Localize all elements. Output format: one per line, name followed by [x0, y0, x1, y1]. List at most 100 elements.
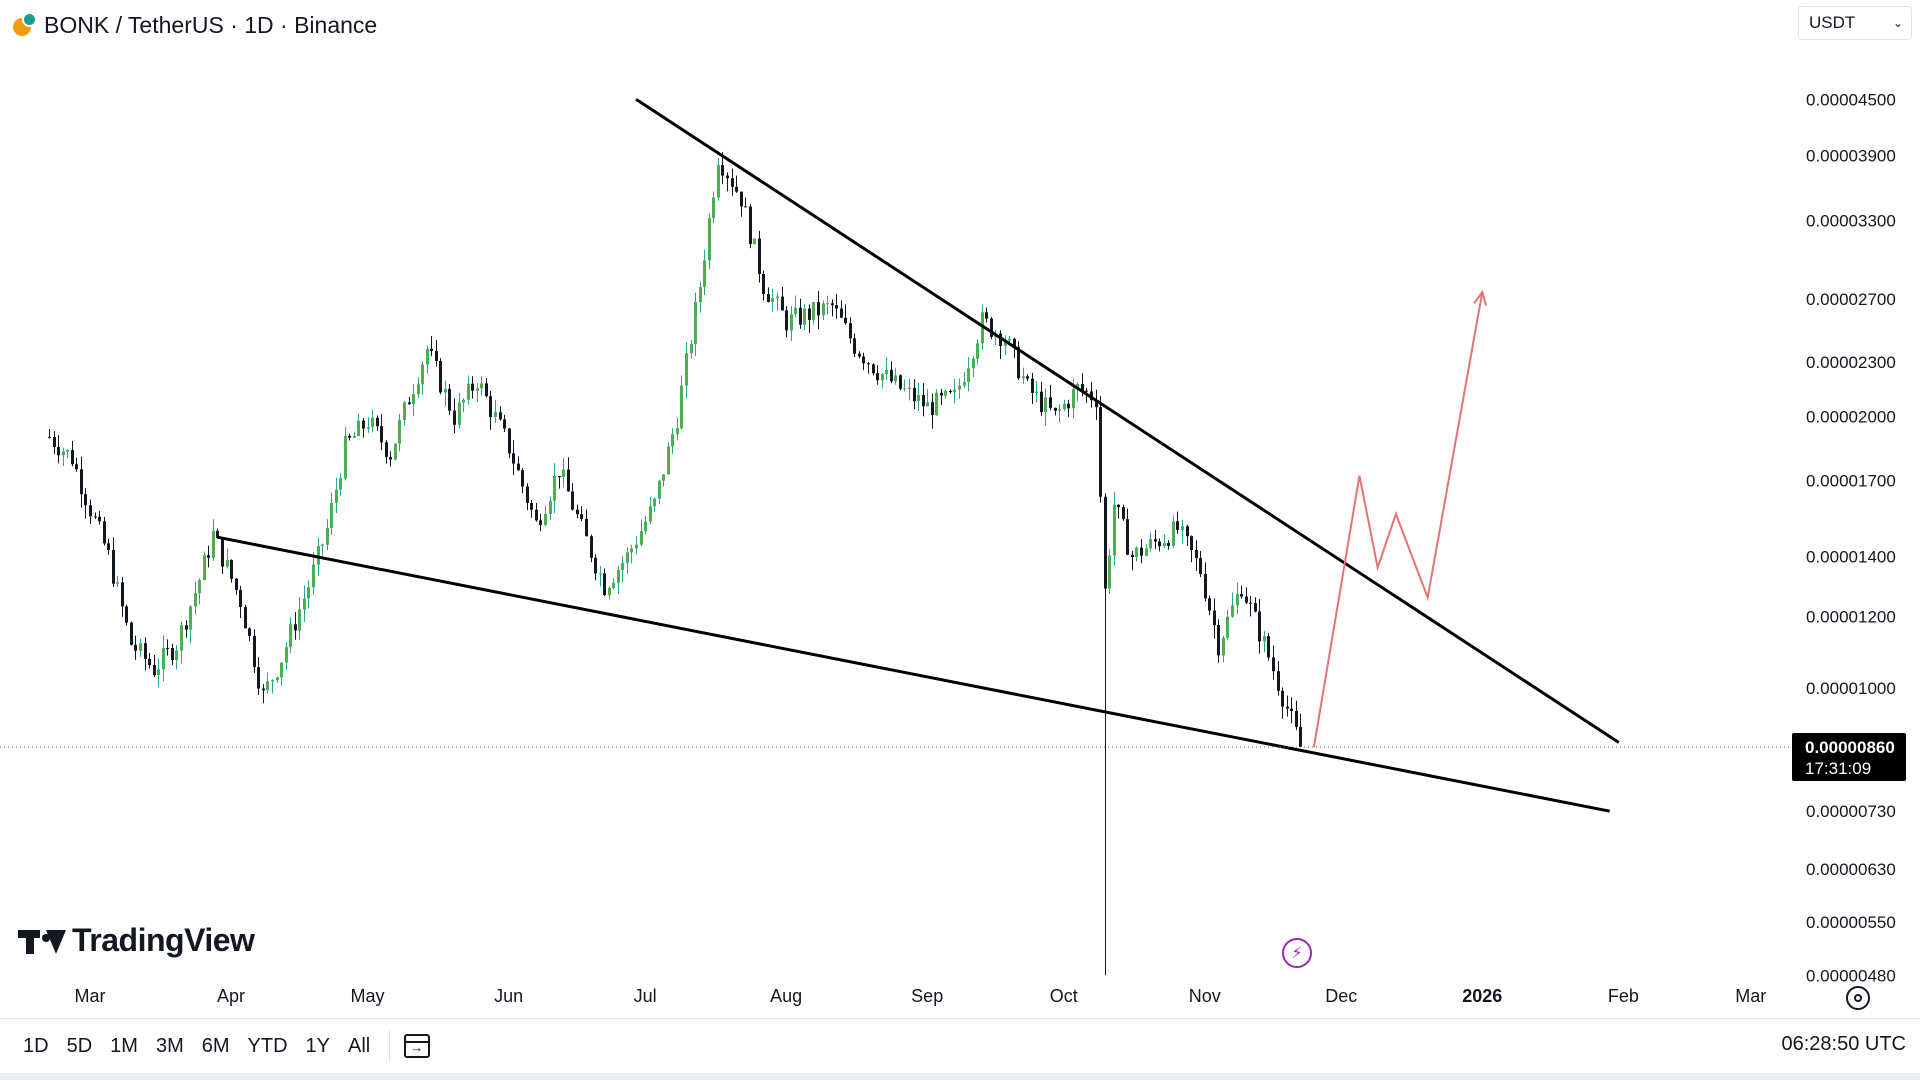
- candle-down: [835, 305, 838, 309]
- range-3m-button[interactable]: 3M: [155, 1034, 184, 1057]
- candle-down: [253, 635, 256, 668]
- candle-up: [139, 643, 142, 651]
- candle-up: [276, 677, 279, 681]
- price-axis-label: 0.00004500: [1806, 90, 1896, 109]
- candle-down: [362, 420, 365, 429]
- candle-down: [48, 436, 51, 438]
- candle-down: [762, 274, 765, 295]
- candle-up: [790, 314, 793, 331]
- candle-up: [562, 469, 565, 477]
- tradingview-mark-icon: [18, 928, 66, 954]
- candle-up: [344, 435, 347, 479]
- calendar-goto-icon[interactable]: [404, 1034, 431, 1058]
- candle-down: [1095, 400, 1098, 408]
- candle-down: [439, 360, 442, 393]
- candle-down: [949, 391, 952, 393]
- symbol-title[interactable]: BONK / TetherUS · 1D · Binance: [44, 11, 378, 38]
- candle-down: [535, 509, 538, 521]
- candle-up: [671, 434, 674, 447]
- candle-down: [1290, 708, 1293, 711]
- candle-down: [1281, 690, 1284, 707]
- candle-down: [571, 491, 574, 510]
- brand-name: TradingView: [72, 922, 255, 958]
- candle-down: [1131, 554, 1134, 558]
- candle-up: [1231, 605, 1234, 617]
- candle-up: [885, 369, 888, 374]
- range-1d-button[interactable]: 1D: [23, 1034, 49, 1057]
- candle-up: [162, 647, 165, 670]
- candle-down: [558, 476, 561, 478]
- utc-clock[interactable]: 06:28:50 UTC: [1781, 1033, 1906, 1055]
- range-6m-button[interactable]: 6M: [201, 1034, 230, 1057]
- range-5d-button[interactable]: 5D: [66, 1034, 93, 1057]
- candle-down: [1049, 397, 1052, 408]
- candle-down: [1099, 407, 1102, 497]
- candle-up: [776, 296, 779, 299]
- time-axis-label: Jun: [494, 986, 523, 1006]
- candle-down: [239, 589, 242, 608]
- candle-up: [1263, 636, 1266, 642]
- candle-down: [594, 557, 597, 574]
- candle-up: [917, 394, 920, 402]
- candle-down: [71, 450, 74, 465]
- candle-down: [1154, 539, 1157, 542]
- candle-down: [585, 518, 588, 537]
- candle-up: [1004, 340, 1007, 346]
- candle-up: [544, 513, 547, 526]
- candle-down: [1254, 603, 1257, 612]
- candle-down: [817, 302, 820, 316]
- time-axis-label: May: [351, 986, 385, 1006]
- price-axis-label: 0.00003900: [1806, 146, 1896, 165]
- candle-down: [121, 582, 124, 607]
- candle-up: [794, 307, 797, 315]
- candle-up: [1058, 409, 1061, 411]
- candle-up: [630, 548, 633, 553]
- range-1m-button[interactable]: 1M: [110, 1034, 138, 1057]
- candle-down: [248, 628, 251, 636]
- candle-up: [175, 650, 178, 661]
- lightning-icon[interactable]: ⚡: [1282, 938, 1312, 968]
- candle-up: [1044, 397, 1047, 413]
- candle-down: [1217, 625, 1220, 656]
- candle-down: [1295, 710, 1298, 727]
- candle-up: [1008, 338, 1011, 341]
- candle-down: [1213, 610, 1216, 626]
- candle-down: [785, 310, 788, 331]
- candle-up: [157, 669, 160, 676]
- candle-up: [317, 545, 320, 565]
- candle-down: [1085, 390, 1088, 392]
- candle-up: [699, 287, 702, 302]
- range-1y-button[interactable]: 1Y: [305, 1034, 331, 1057]
- candle-up: [676, 428, 679, 435]
- candle-down: [539, 520, 542, 526]
- candle-up: [903, 388, 906, 390]
- candle-down: [749, 206, 752, 245]
- time-axis-label: Jul: [634, 986, 657, 1006]
- candle-up: [935, 392, 938, 416]
- candle-down: [731, 178, 734, 187]
- gear-icon[interactable]: [1846, 986, 1870, 1010]
- candle-down: [216, 530, 219, 538]
- time-axis-label: Dec: [1325, 986, 1357, 1006]
- range-all-button[interactable]: All: [348, 1034, 371, 1057]
- candle-up: [330, 502, 333, 529]
- price-axis-label: 0.00000730: [1806, 802, 1896, 821]
- candle-up: [321, 544, 324, 546]
- candle-up: [353, 435, 356, 438]
- candle-down: [931, 402, 934, 416]
- candle-down: [144, 643, 147, 659]
- candle-up: [357, 420, 360, 436]
- candle-down: [1240, 593, 1243, 597]
- candle-down: [517, 463, 520, 471]
- range-ytd-button[interactable]: YTD: [247, 1034, 288, 1057]
- trendline-lower-support: [217, 535, 1610, 813]
- candle-down: [867, 363, 870, 365]
- candle-down: [221, 537, 224, 567]
- currency-select[interactable]: USDT ⌄: [1798, 6, 1912, 40]
- candle-down: [844, 317, 847, 324]
- candle-up: [1022, 376, 1025, 379]
- candle-down: [1208, 598, 1211, 611]
- candle-down: [1026, 376, 1029, 379]
- candle-up: [953, 389, 956, 393]
